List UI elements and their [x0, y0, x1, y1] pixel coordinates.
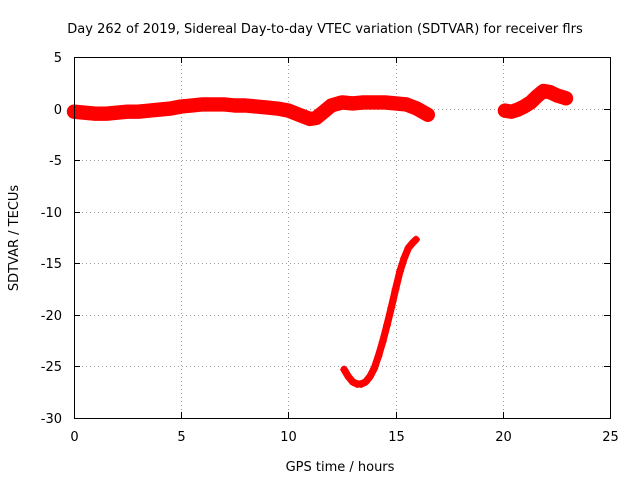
data-point [305, 114, 314, 123]
data-point [80, 108, 89, 117]
data-point [423, 110, 432, 119]
chart-title: Day 262 of 2019, Sidereal Day-to-day VTE… [67, 22, 583, 37]
data-point [365, 372, 374, 381]
data-point [402, 100, 411, 109]
x-tick-label: 5 [177, 430, 185, 445]
data-point [177, 102, 186, 111]
data-point [198, 100, 207, 109]
data-point [391, 99, 400, 108]
y-tick-label: 0 [54, 103, 62, 118]
data-point [520, 102, 529, 111]
data-point [262, 103, 271, 112]
data-point [387, 303, 396, 312]
data-point [533, 92, 542, 101]
x-tick-label: 20 [495, 430, 512, 445]
data-point [383, 321, 392, 330]
data-point [359, 98, 368, 107]
data-point [209, 100, 218, 109]
data-point [400, 254, 409, 263]
data-point [370, 364, 379, 373]
data-point [526, 98, 535, 107]
y-tick-label: 5 [54, 51, 62, 66]
data-point [187, 101, 196, 110]
data-point [295, 110, 304, 119]
data-point [312, 113, 321, 122]
data-point [380, 98, 389, 107]
data-point [318, 108, 327, 117]
data-point [327, 101, 336, 110]
y-tick-label: -25 [41, 360, 62, 375]
data-point [404, 243, 413, 252]
data-point [241, 101, 250, 110]
x-axis-label: GPS time / hours [286, 460, 395, 475]
data-point [395, 267, 404, 276]
y-tick-label: -15 [41, 257, 62, 272]
data-point [378, 337, 387, 346]
series-segment-1 [66, 95, 435, 127]
data-point [340, 365, 349, 374]
data-point [344, 372, 353, 381]
data-point [134, 107, 143, 116]
data-point [545, 88, 554, 97]
data-point [357, 379, 366, 388]
data-point [500, 106, 509, 115]
data-point [411, 235, 420, 244]
data-point [273, 104, 282, 113]
data-point [507, 107, 516, 116]
y-tick-label: -5 [49, 154, 62, 169]
data-point [413, 104, 422, 113]
data-point [220, 100, 229, 109]
series-segment-3 [497, 83, 574, 119]
y-tick-label: -10 [41, 206, 62, 221]
data-point [166, 104, 175, 113]
data-point [562, 94, 571, 103]
data-point [112, 108, 121, 117]
y-tick-label: -30 [41, 412, 62, 427]
data-point [252, 102, 261, 111]
y-tick-label: -20 [41, 309, 62, 324]
data-point [338, 98, 346, 107]
data-point [145, 106, 154, 115]
data-point [370, 98, 379, 107]
data-point [552, 91, 561, 100]
data-point [155, 105, 164, 114]
data-point [230, 101, 239, 110]
x-tick-label: 25 [602, 430, 619, 445]
data-point [348, 377, 357, 386]
data-point [348, 99, 357, 108]
data-point [123, 107, 132, 116]
data-point [102, 109, 111, 118]
y-axis-label: SDTVAR / TECUs [7, 185, 22, 292]
series-band [340, 236, 420, 388]
data-point [91, 109, 100, 118]
data-point [361, 377, 370, 386]
x-tick-label: 15 [388, 430, 405, 445]
data-point [284, 106, 293, 115]
data-point [391, 285, 400, 294]
data-series [66, 83, 574, 388]
x-tick-label: 10 [280, 430, 297, 445]
data-point [513, 105, 522, 114]
data-point [374, 352, 383, 361]
plot-frame [74, 57, 611, 419]
x-tick-label: 0 [70, 430, 78, 445]
series-segment-2 [340, 235, 420, 388]
data-point [539, 87, 548, 96]
